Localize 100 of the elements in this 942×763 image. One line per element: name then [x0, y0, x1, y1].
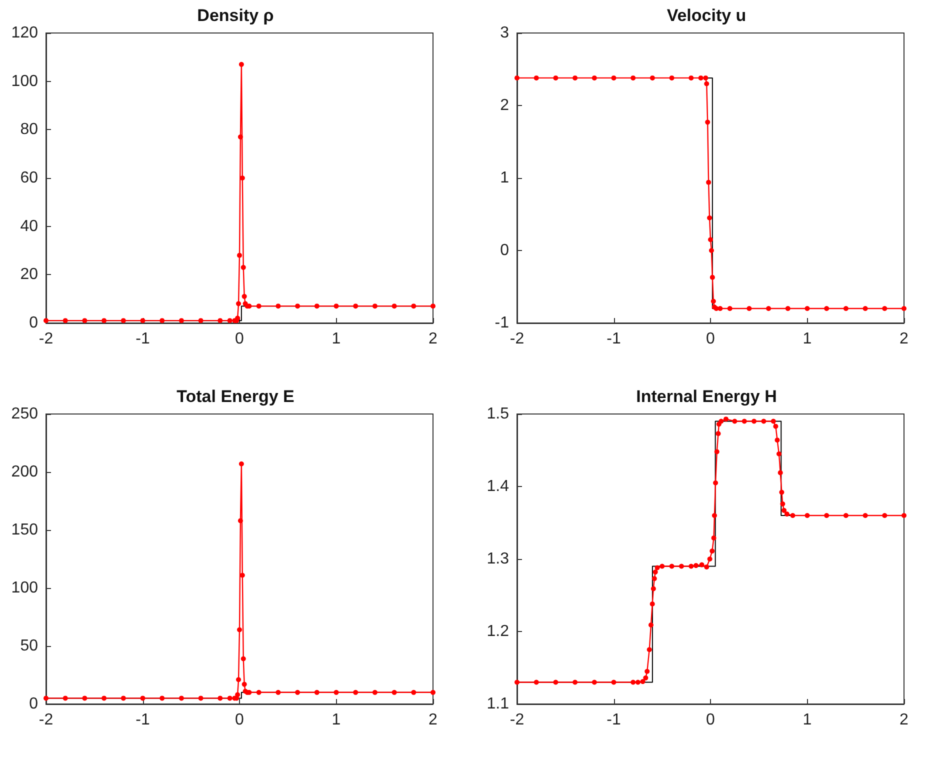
point — [824, 513, 830, 518]
point — [411, 304, 416, 309]
point — [648, 622, 654, 628]
point — [780, 501, 786, 506]
point — [630, 75, 636, 80]
point — [236, 677, 242, 682]
point — [704, 564, 710, 570]
point — [592, 680, 597, 685]
point — [430, 690, 436, 695]
point — [804, 513, 810, 518]
point — [242, 682, 247, 687]
point — [746, 306, 752, 311]
point — [237, 627, 242, 632]
point — [723, 416, 728, 422]
point — [44, 696, 48, 701]
point — [235, 692, 240, 698]
x-tick-label: 1 — [802, 712, 812, 728]
point — [238, 461, 244, 466]
x-tick-label: -2 — [38, 712, 54, 728]
point — [650, 586, 656, 592]
x-tick-label: -1 — [136, 330, 150, 348]
x-tick-label: 2 — [900, 330, 909, 348]
point — [718, 418, 724, 424]
point — [640, 679, 646, 684]
point — [643, 675, 648, 680]
point — [678, 564, 684, 569]
point — [630, 680, 636, 685]
point — [862, 513, 868, 518]
point — [882, 513, 888, 518]
point — [704, 81, 710, 86]
y-tick-label: 250 — [11, 406, 38, 422]
point — [688, 564, 694, 569]
point — [534, 680, 539, 685]
point — [714, 449, 720, 454]
point — [238, 62, 244, 67]
point — [242, 294, 247, 299]
point — [779, 490, 784, 495]
y-tick-label: 150 — [11, 522, 38, 538]
point — [160, 696, 165, 701]
point — [160, 318, 165, 324]
point — [198, 318, 204, 324]
point — [644, 668, 650, 674]
x-tick-label: -2 — [38, 330, 54, 348]
point — [553, 75, 558, 80]
point — [699, 562, 704, 568]
point — [198, 696, 204, 701]
x-tick-label: -1 — [136, 712, 150, 728]
point — [353, 304, 358, 309]
point — [256, 690, 262, 695]
x-tick-label: 1 — [802, 330, 812, 348]
y-tick-label: 60 — [20, 170, 38, 186]
point — [727, 306, 732, 311]
x-tick-label: 2 — [900, 712, 909, 728]
point — [708, 248, 714, 253]
point — [688, 75, 694, 80]
point — [862, 306, 868, 311]
point — [572, 680, 578, 685]
point — [882, 306, 888, 311]
point — [227, 696, 232, 701]
y-tick-label: 1.5 — [486, 406, 510, 422]
point — [514, 75, 520, 80]
point — [752, 418, 757, 424]
point — [353, 690, 358, 695]
point — [712, 513, 717, 518]
point — [592, 75, 597, 80]
point — [669, 564, 674, 569]
x-tick-label: 1 — [332, 330, 341, 348]
point — [693, 563, 698, 568]
point — [782, 508, 787, 513]
point — [392, 304, 397, 309]
point — [276, 304, 281, 309]
point — [660, 564, 665, 569]
point — [102, 696, 107, 701]
chart-title: Density ρ — [197, 6, 274, 25]
point — [804, 306, 810, 311]
point — [773, 424, 778, 429]
point — [392, 690, 397, 695]
point — [553, 680, 558, 685]
point — [708, 237, 713, 242]
point — [218, 696, 223, 701]
point — [669, 75, 674, 80]
point — [120, 318, 126, 324]
point — [732, 418, 738, 424]
point — [698, 75, 704, 80]
chart-title: Velocity u — [666, 6, 746, 25]
point — [295, 690, 300, 695]
x-tick-label: 0 — [706, 712, 716, 728]
point — [238, 134, 243, 140]
point — [237, 252, 242, 258]
y-tick-label: 20 — [20, 266, 38, 284]
point — [652, 576, 657, 582]
y-tick-label: 80 — [20, 121, 38, 138]
y-tick-label: 0 — [500, 242, 510, 259]
point — [611, 680, 616, 685]
point — [62, 318, 68, 324]
point — [82, 696, 88, 701]
y-tick-label: 1 — [500, 170, 510, 186]
x-tick-label: 0 — [235, 712, 244, 728]
point — [711, 535, 716, 540]
x-tick-label: -2 — [510, 712, 524, 728]
